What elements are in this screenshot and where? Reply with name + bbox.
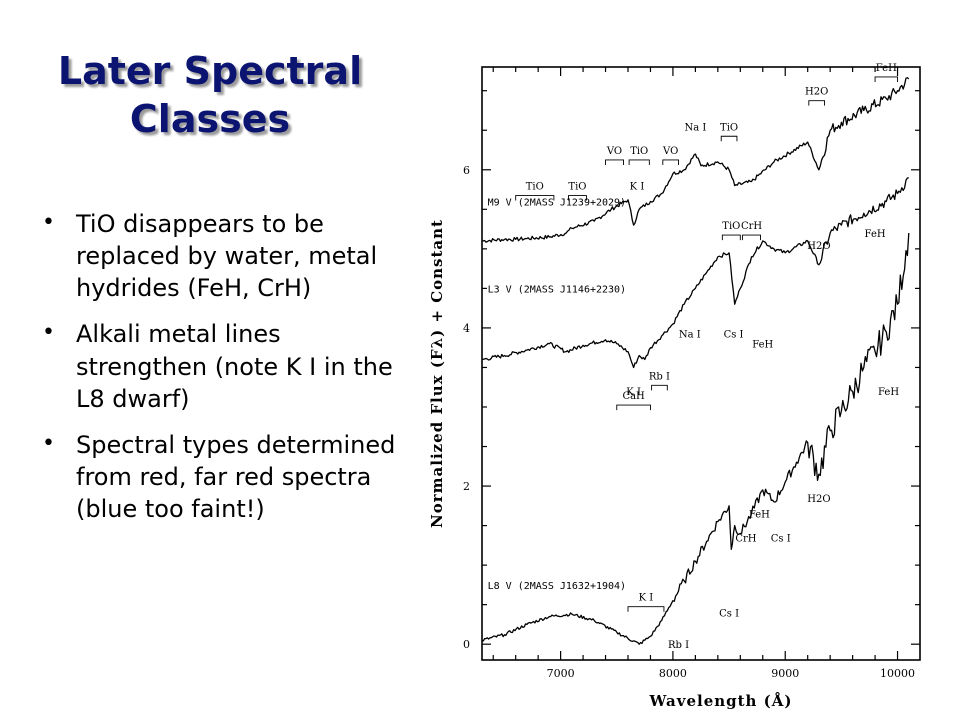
y-axis-title: Normalized Flux (Fλ) + Constant <box>428 219 446 528</box>
x-tick-label: 7000 <box>547 667 575 680</box>
feature-label: K I <box>630 182 645 193</box>
series-label: L3 V (2MASS J1146+2230) <box>488 284 626 295</box>
feature-bracket <box>628 159 650 165</box>
feature-bracket <box>627 606 665 612</box>
feature-label: Cs I <box>719 609 739 620</box>
feature-bracket <box>808 100 825 106</box>
series-label: L8 V (2MASS J1632+1904) <box>488 581 626 592</box>
series-m9v <box>482 77 910 243</box>
feature-bracket <box>605 159 624 165</box>
bullet-item: Spectral types determined from red, far … <box>40 429 400 525</box>
plot-frame <box>481 66 921 661</box>
chart-svg: 7000 8000 9000 10000 0 2 4 6 M9 V (2MASS J1239+… <box>428 63 921 710</box>
feature-label: Cs I <box>724 329 744 340</box>
x-axis-title: Wavelength (Å) <box>648 692 792 710</box>
feature-label: Na I <box>679 329 701 340</box>
feature-label: FeH <box>752 340 773 351</box>
series-l8v <box>481 232 910 645</box>
feature-bracket <box>662 159 679 165</box>
feature-label: VO <box>662 146 678 157</box>
bullet-item: TiO disappears to be replaced by water, … <box>40 208 400 304</box>
feature-label: FeH <box>749 510 770 521</box>
x-tick-label: 10000 <box>880 667 915 680</box>
feature-bracket <box>721 234 741 241</box>
feature-bracket <box>651 384 668 391</box>
feature-label: K I <box>639 593 654 604</box>
feature-bracket <box>742 234 761 241</box>
feature-label: TiO <box>568 182 586 193</box>
feature-label: Rb I <box>649 371 670 382</box>
series-label: M9 V (2MASS J1239+2029) <box>488 197 626 208</box>
feature-bracket <box>568 195 587 201</box>
feature-label: H2O <box>805 87 828 98</box>
feature-label: TiO <box>722 221 740 232</box>
feature-label: H2O <box>807 494 830 505</box>
x-tick-label: 9000 <box>771 667 799 680</box>
spectra-chart: 7000 8000 9000 10000 0 2 4 6 M9 V (2MASS J1239+… <box>420 55 940 720</box>
slide-title: Later Spectral Classes <box>57 49 363 141</box>
feature-label: TiO <box>720 122 738 133</box>
feature-bracket <box>720 135 738 142</box>
feature-label: H2O <box>807 241 830 252</box>
feature-label: Rb I <box>668 640 689 651</box>
feature-label: K I <box>626 387 641 398</box>
x-tick-label: 8000 <box>659 667 687 680</box>
series-l3v <box>481 177 909 369</box>
bullet-item: Alkali metal lines strengthen (note K I … <box>40 318 400 414</box>
feature-bracket <box>515 195 555 201</box>
bullet-list: TiO disappears to be replaced by water, … <box>40 208 400 539</box>
feature-label: CrH <box>735 533 756 544</box>
y-tick-label: 2 <box>463 480 470 493</box>
feature-label: FeH <box>876 63 897 74</box>
feature-label: CrH <box>741 221 762 232</box>
feature-bracket <box>616 404 651 411</box>
feature-label: TiO <box>526 182 544 193</box>
feature-label: FeH <box>865 229 886 240</box>
y-tick-label: 6 <box>463 164 470 177</box>
y-tick-label: 4 <box>463 322 470 335</box>
feature-label: Na I <box>684 122 706 133</box>
feature-label: CaH <box>622 391 645 402</box>
y-tick-label: 0 <box>463 638 470 651</box>
feature-label: TiO <box>630 146 648 157</box>
feature-label: Cs I <box>771 533 791 544</box>
feature-bracket <box>874 76 898 82</box>
feature-label: FeH <box>878 387 899 398</box>
feature-label: VO <box>606 146 622 157</box>
